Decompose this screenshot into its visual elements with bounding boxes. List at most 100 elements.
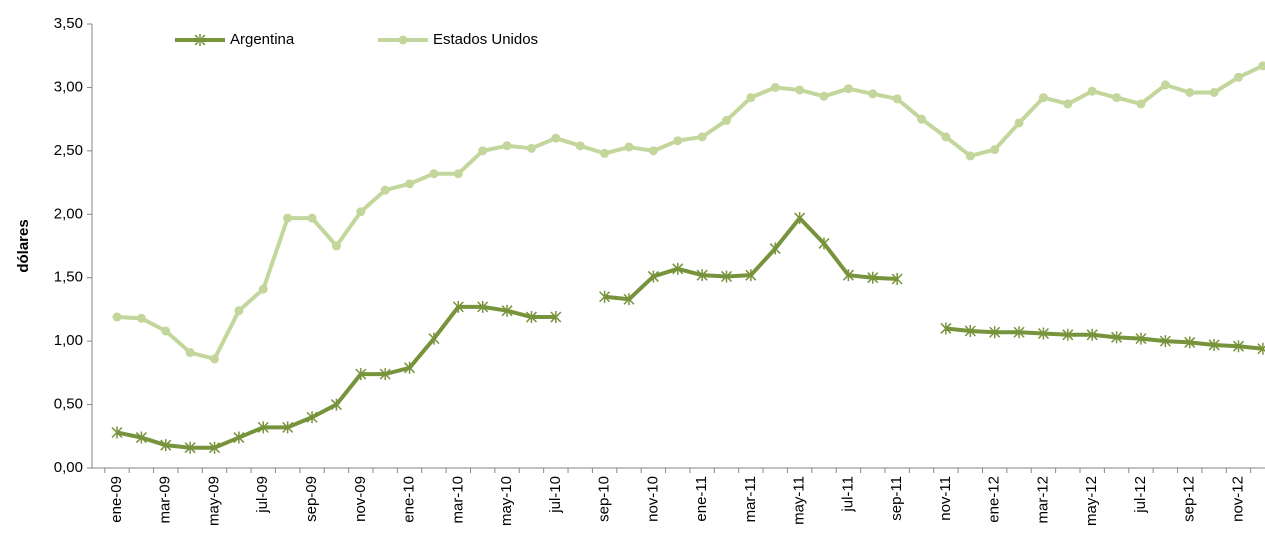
marker [257,421,269,434]
marker [184,441,196,454]
marker [868,89,878,99]
marker [941,132,951,142]
marker [746,93,756,103]
marker [843,84,853,94]
x-tick-label: may-11 [791,476,808,525]
marker [330,398,342,411]
marker [501,304,513,317]
x-tick-label: mar-11 [742,476,759,522]
marker [770,82,780,92]
marker [135,431,147,444]
marker [307,213,317,223]
marker [1135,332,1147,345]
x-tick-label: sep-11 [888,476,905,521]
marker [867,271,879,284]
marker [842,269,854,282]
marker [722,115,731,125]
y-tick-label: 2,50 [54,142,83,159]
x-tick-label: ene-10 [401,476,418,523]
marker [160,439,172,452]
marker [891,272,903,285]
marker [989,326,1001,339]
x-tick-label: may-12 [1083,476,1100,526]
marker [161,326,171,336]
marker [380,185,390,195]
x-tick-label: ene-12 [986,476,1003,523]
marker [550,311,562,324]
x-tick-label: ene-11 [693,476,710,522]
x-tick-label: sep-10 [596,476,613,522]
marker [818,237,830,250]
x-tick-label: mar-10 [449,476,466,524]
marker [282,421,294,434]
marker [990,145,1000,155]
marker [379,368,391,381]
marker [1233,72,1243,82]
y-tick-label: 2,00 [54,205,83,222]
x-tick-label: sep-09 [303,476,320,522]
y-tick-label: 0,00 [54,459,83,476]
marker [477,300,489,313]
marker [1086,328,1098,341]
marker [769,242,781,255]
marker [194,34,206,46]
marker [1159,335,1171,348]
marker [673,136,683,146]
marker [136,313,146,323]
marker [1160,80,1170,90]
marker [452,300,464,313]
marker [1063,99,1073,109]
marker [429,169,439,179]
x-tick-label: nov-09 [352,476,369,522]
y-tick-label: 0,50 [54,396,83,413]
x-tick-label: ene-09 [108,476,125,523]
marker [575,141,585,151]
x-tick-label: nov-11 [937,476,954,521]
marker [233,431,245,444]
x-tick-label: sep-12 [1181,476,1198,522]
marker [355,368,367,381]
marker [1136,99,1146,109]
marker [234,306,244,316]
marker [1258,61,1265,71]
marker [1037,327,1049,340]
series-line [945,326,1264,351]
marker [112,312,122,322]
marker [526,143,536,153]
marker [525,311,537,324]
marker [917,114,927,124]
marker [478,146,488,156]
marker [892,94,902,104]
marker [1111,331,1123,344]
marker [648,146,658,156]
marker [1112,93,1122,103]
marker [1062,328,1074,341]
legend-label: Estados Unidos [433,31,538,48]
marker [208,441,221,454]
series-line [604,216,898,302]
marker [697,132,707,142]
marker [1013,326,1025,339]
marker [1184,336,1196,349]
marker [1185,88,1195,98]
x-tick-label: nov-12 [1229,476,1246,522]
marker [745,269,757,282]
marker [502,141,512,151]
marker [111,426,123,439]
series-line [116,304,556,450]
marker [696,269,708,282]
y-tick-label: 1,50 [54,269,83,286]
series-line [116,64,1264,361]
marker [600,148,610,158]
marker [1257,342,1265,355]
marker [1232,340,1245,353]
marker [624,142,634,152]
marker [623,293,635,306]
marker [795,85,805,95]
marker [283,213,293,223]
marker [672,262,684,275]
marker [405,179,415,189]
marker [819,91,829,101]
marker [1209,88,1219,98]
